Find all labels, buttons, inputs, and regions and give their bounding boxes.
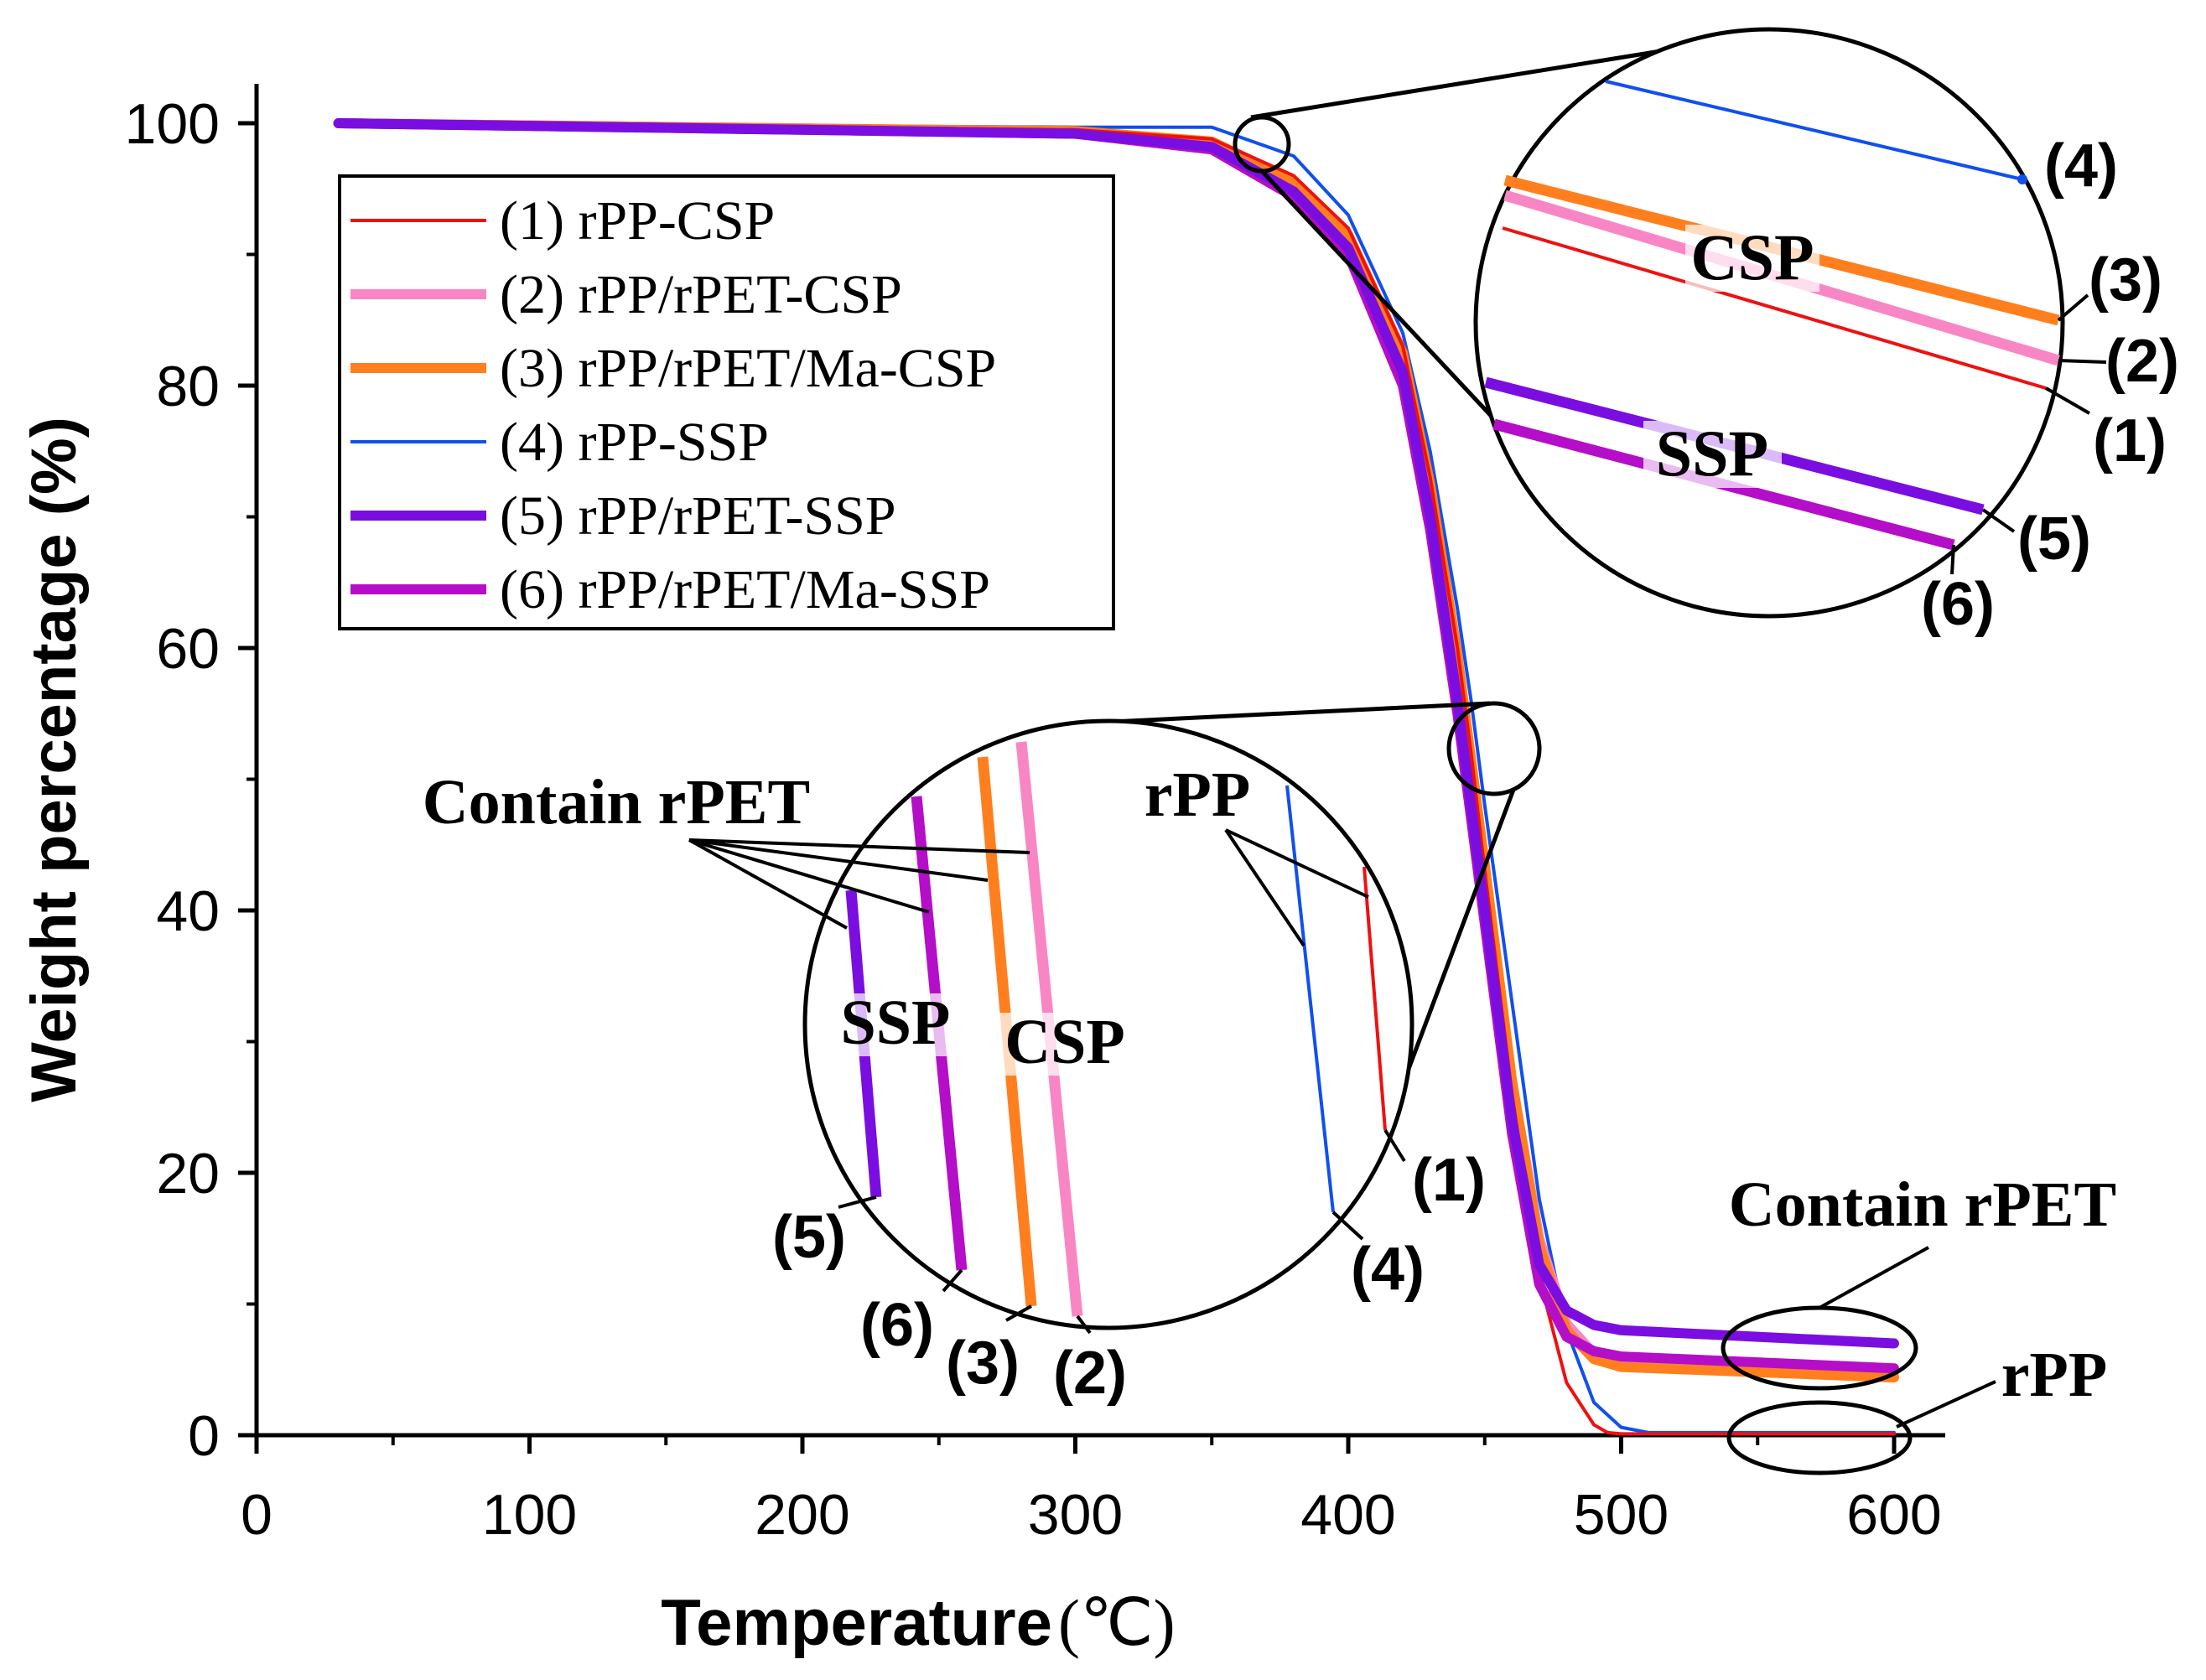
inset-top-circle xyxy=(1473,27,2065,619)
inset-mid-csp-label: CSP xyxy=(1004,1007,1125,1077)
y-tick-label: 60 xyxy=(156,617,220,681)
inset-mid-label-6: (6) xyxy=(860,1292,934,1359)
tick-labels: 0 100 200 300 400 500 600 0 20 40 60 80 100 xyxy=(125,92,1942,1547)
x-tick-label: 200 xyxy=(755,1483,849,1547)
inset-mid-line-4 xyxy=(1285,785,1335,1213)
series-line-1 xyxy=(336,122,1896,1436)
inset-mid-csp-bg xyxy=(998,1013,1132,1076)
inset-mid-ssp-bg xyxy=(832,993,958,1056)
residue-rpp-leader xyxy=(1896,1380,1996,1429)
inset-mid-leader-3 xyxy=(1005,1304,1032,1322)
y-tick-label: 100 xyxy=(125,92,220,156)
inset-mid-rpp-pointer-a xyxy=(1224,828,1305,947)
inset-top-line-1 xyxy=(1502,226,2047,390)
inset-mid-label-4: (4) xyxy=(1351,1236,1425,1303)
inset-mid-rpp-pointer-b xyxy=(1225,828,1369,899)
inset-mid-contain-rpet-label: Contain rPET xyxy=(423,767,810,837)
inset-top-leader-3 xyxy=(2057,293,2089,322)
inset-top-leader-1 xyxy=(2045,386,2090,415)
inset-top-label-3: (3) xyxy=(2089,246,2162,314)
inset-top-ssp-bg xyxy=(1643,421,1782,488)
inset-top-csp-bg xyxy=(1685,225,1819,292)
inset-top-csp-label: CSP xyxy=(1690,220,1814,293)
inset-mid-leader-2 xyxy=(1076,1314,1092,1335)
inset-top-dot-4 xyxy=(2017,174,2027,184)
inset-mid-label-5: (5) xyxy=(772,1204,846,1271)
legend-label-3: (3) rPP/rPET/Ma-CSP xyxy=(500,338,996,399)
inset-top: CSP SSP (4) (3) (2) (1) (5) (6) xyxy=(1473,27,2179,638)
inset-top-leader-6 xyxy=(1950,544,1955,575)
y-tick-label: 80 xyxy=(156,355,220,418)
inset-top-leader-5 xyxy=(1981,508,2016,533)
residue-rpp-label: rPP xyxy=(2001,1340,2108,1410)
residue-rpet-leader xyxy=(1819,1246,1929,1309)
series-line-4 xyxy=(336,122,1896,1434)
residue-rpet-label: Contain rPET xyxy=(1729,1169,2116,1240)
ticks xyxy=(238,121,1897,1454)
legend-label-6: (6) rPP/rPET/Ma-SSP xyxy=(500,559,990,620)
inset-mid-pointer-d xyxy=(688,838,1030,854)
inset-mid-leader-5 xyxy=(838,1195,877,1209)
legend-label-1: (1) rPP-CSP xyxy=(500,190,775,251)
inset-mid-label-1: (1) xyxy=(1412,1147,1486,1214)
inset-mid-leader-6 xyxy=(942,1268,963,1293)
x-tick-label: 300 xyxy=(1028,1483,1123,1547)
y-tick-label: 40 xyxy=(156,879,220,943)
inset-top-leader-2 xyxy=(2058,359,2107,364)
legend-label-4: (4) rPP-SSP xyxy=(500,412,769,473)
inset-top-label-5: (5) xyxy=(2017,506,2091,573)
inset-mid-rpp-label: rPP xyxy=(1145,760,1251,830)
inset-mid-label-2: (2) xyxy=(1053,1340,1127,1407)
series-line-5 xyxy=(333,118,1899,1349)
inset-top-label-4: (4) xyxy=(2044,132,2118,200)
x-tick-label: 100 xyxy=(482,1483,577,1547)
x-axis-title: Temperature xyxy=(661,1585,1052,1659)
legend-label-2: (2) rPP/rPET-CSP xyxy=(500,264,902,325)
x-tick-label: 400 xyxy=(1300,1483,1395,1547)
y-axis-title: Weight percentage (%) xyxy=(18,417,90,1102)
inset-top-label-1: (1) xyxy=(2093,407,2167,474)
legend-box xyxy=(338,174,1115,630)
inset-mid-label-3: (3) xyxy=(946,1330,1020,1397)
x-axis-unit: (℃) xyxy=(1058,1586,1176,1659)
legend-label-5: (5) rPP/rPET-SSP xyxy=(500,485,896,547)
zoom-connector-mid-1 xyxy=(1093,701,1491,725)
legend: (1) rPP-CSP (2) rPP/rPET-CSP (3) rPP/rPET/… xyxy=(338,174,1115,630)
y-tick-label: 0 xyxy=(188,1404,220,1468)
inset-mid-pointer-c xyxy=(688,838,989,882)
inset-top-ssp-label: SSP xyxy=(1656,417,1768,490)
residue-rpp-ellipse xyxy=(1726,1400,1913,1475)
x-tick-label: 600 xyxy=(1846,1483,1941,1547)
y-tick-label: 20 xyxy=(156,1142,220,1206)
inset-top-label-2: (2) xyxy=(2105,328,2179,395)
zoom-connector-top-2 xyxy=(1260,169,1496,421)
inset-mid-pointer-a xyxy=(688,838,848,930)
x-tick-label: 0 xyxy=(241,1483,273,1547)
series-group xyxy=(333,118,1899,1436)
zoom-connectors xyxy=(1093,31,1770,1137)
inset-top-line-4 xyxy=(1605,80,2023,181)
inset-mid-pointer-b xyxy=(688,838,930,914)
inset-mid-leader-1 xyxy=(1383,1128,1406,1163)
inset-mid-leader-4 xyxy=(1331,1211,1364,1241)
inset-top-label-6: (6) xyxy=(1921,571,1995,638)
inset-mid-line-1 xyxy=(1363,866,1387,1131)
x-tick-label: 500 xyxy=(1574,1483,1669,1547)
inset-mid-ssp-label: SSP xyxy=(841,988,951,1058)
zoom-circle-mid xyxy=(1446,701,1542,796)
residue-annotations: Contain rPET rPP xyxy=(1721,1169,2116,1475)
inset-mid: Contain rPET rPP SSP CSP (1) (4) (5) (6)… xyxy=(423,718,1486,1407)
